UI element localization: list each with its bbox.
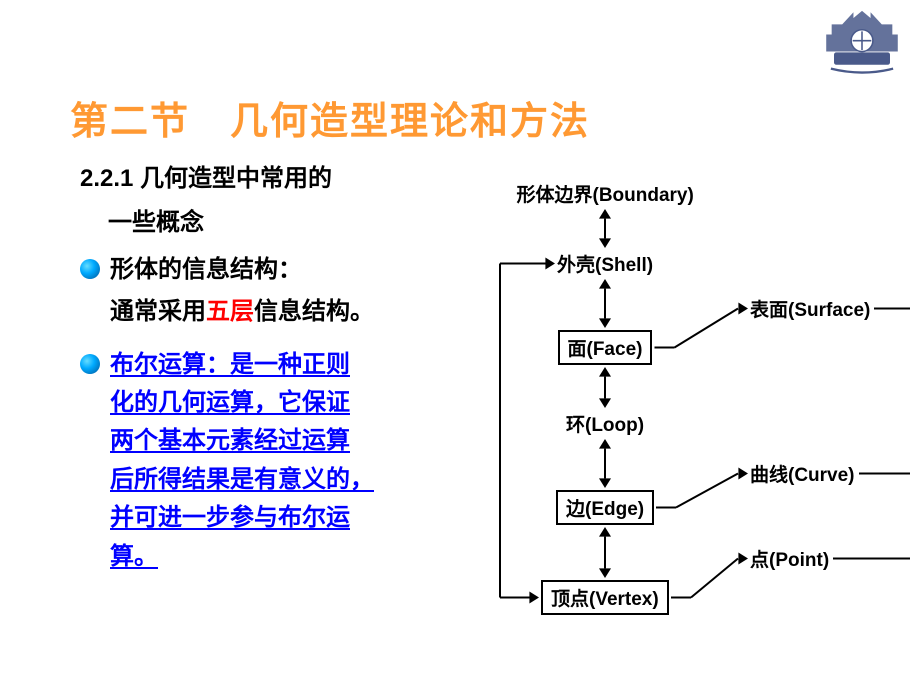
node-loop: 环(Loop) <box>566 410 644 437</box>
heading-text1: 几何造型中常用的 <box>140 165 332 192</box>
node-edge: 边(Edge) <box>556 490 654 525</box>
bullet-1: 形体的信息结构： <box>80 251 460 289</box>
page-title: 第二节几何造型理论和方法 <box>70 90 590 145</box>
bullet2-l6: 算。 <box>110 538 374 576</box>
bullet2-l5: 并可进一步参与布尔运 <box>110 499 374 537</box>
bullet2-l3: 两个基本元素经过运算 <box>110 422 374 460</box>
hierarchy-diagram: 形体边界(Boundary) 外壳(Shell) 面(Face) 环(Loop) 边(E… <box>470 160 910 660</box>
node-face: 面(Face) <box>558 330 653 365</box>
bullet1-line2a: 通常采用 <box>110 298 206 325</box>
bullet2-l4: 后所得结果是有意义的， <box>110 461 374 499</box>
institution-logo: HIT <box>822 8 902 78</box>
node-vertex: 顶点(Vertex) <box>541 580 669 615</box>
bullet1-line2red: 五层 <box>206 298 254 325</box>
label-point: 点(Point) <box>750 545 829 572</box>
bullet2-text[interactable]: 布尔运算：是一种正则 化的几何运算，它保证 两个基本元素经过运算 后所得结果是有… <box>110 346 374 576</box>
section-heading: 2.2.1 几何造型中常用的 <box>80 160 460 198</box>
title-part1: 第二节 <box>70 101 190 143</box>
node-shell: 外壳(Shell) <box>557 250 653 277</box>
label-surface: 表面(Surface) <box>750 295 870 322</box>
bullet1-lead: 形体的信息结构： <box>110 251 302 289</box>
svg-text:HIT: HIT <box>856 55 869 64</box>
bullet-2: 布尔运算：是一种正则 化的几何运算，它保证 两个基本元素经过运算 后所得结果是有… <box>80 346 460 576</box>
bullet2-l1: 布尔运算：是一种正则 <box>110 346 374 384</box>
bullet1-line2b: 信息结构。 <box>254 298 374 325</box>
bullet-icon <box>80 259 100 279</box>
content-text: 2.2.1 几何造型中常用的 一些概念 形体的信息结构： 通常采用五层信息结构。… <box>80 160 460 576</box>
bullet-icon <box>80 354 100 374</box>
heading-num: 2.2.1 <box>80 165 133 192</box>
bullet2-l2: 化的几何运算，它保证 <box>110 384 374 422</box>
label-curve: 曲线(Curve) <box>750 460 855 487</box>
bullet1-line2: 通常采用五层信息结构。 <box>80 293 460 331</box>
heading-text2: 一些概念 <box>80 204 460 242</box>
title-part2: 几何造型理论和方法 <box>230 101 590 143</box>
node-boundary: 形体边界(Boundary) <box>517 180 694 207</box>
